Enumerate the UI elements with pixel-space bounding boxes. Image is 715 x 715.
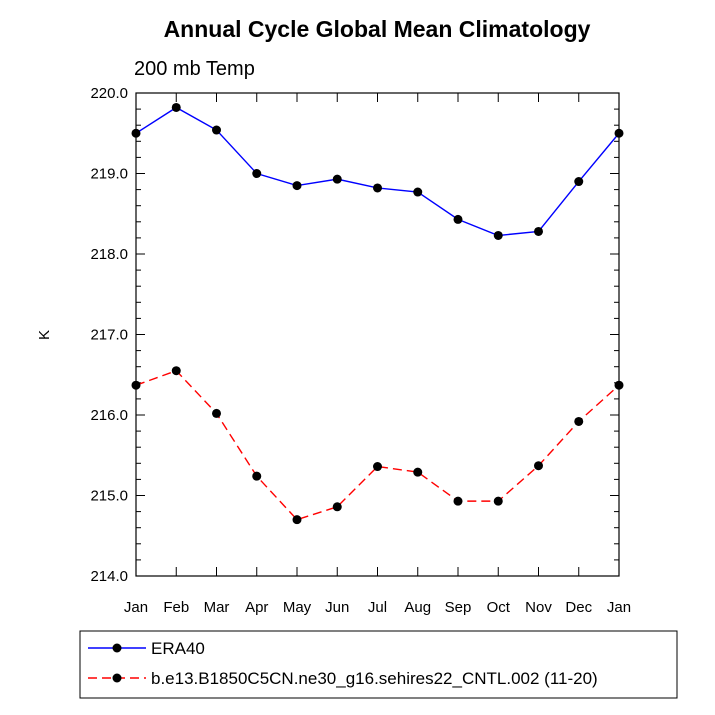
data-point-series-0 (493, 230, 503, 240)
data-point-series-0 (252, 169, 262, 178)
x-tick-label: Jul (368, 599, 387, 616)
x-tick-label: Mar (204, 599, 230, 616)
x-tick-label: Oct (487, 599, 511, 616)
data-point-series-0 (574, 177, 584, 187)
data-point-series-0 (453, 214, 463, 224)
data-point-series-1 (131, 380, 141, 390)
data-point-series-1 (574, 416, 584, 426)
plot-frame (135, 92, 620, 577)
y-tick-label: 214.0 (90, 568, 128, 585)
y-tick-label: 218.0 (90, 246, 128, 263)
data-point-series-0 (292, 181, 302, 191)
axis-ticks (135, 92, 620, 577)
data-point-series-0 (413, 187, 423, 197)
x-tick-label: Jan (124, 599, 148, 616)
legend: ERA40 b.e13.B1850C5CN.ne30_g16.sehires22… (79, 630, 678, 699)
x-tick-label: Jan (607, 599, 631, 616)
data-point-series-0 (614, 128, 624, 138)
y-tick-label: 217.0 (90, 327, 128, 344)
y-tick-labels: 214.0 215.0 216.0 217.0 218.0 219.0 220.0 (90, 85, 128, 585)
data-point-series-1 (493, 496, 503, 506)
legend-marker-model (112, 673, 122, 683)
data-point-series-0 (212, 125, 221, 135)
data-point-series-0 (332, 174, 342, 184)
chart-subtitle: 200 mb Temp (134, 58, 255, 80)
x-tick-label: Jun (325, 599, 349, 616)
x-tick-label: May (283, 599, 312, 616)
data-point-series-1 (453, 496, 463, 506)
data-point-series-1 (171, 366, 181, 376)
legend-label-era40: ERA40 (151, 639, 205, 658)
x-tick-labels: Jan Feb Mar Apr May Jun Jul Aug Sep Oct Nov Dec Jan (124, 599, 631, 616)
x-tick-label: Apr (245, 599, 268, 616)
y-tick-label: 216.0 (90, 407, 128, 424)
data-point-series-1 (332, 502, 342, 512)
legend-marker-era40 (112, 643, 122, 653)
data-point-series-1 (292, 515, 302, 525)
x-tick-label: Feb (163, 599, 189, 616)
data-point-series-1 (534, 461, 543, 471)
series-layer (131, 102, 624, 525)
legend-box (79, 630, 678, 699)
data-point-series-0 (373, 183, 382, 193)
x-tick-label: Nov (525, 599, 552, 616)
legend-label-model: b.e13.B1850C5CN.ne30_g16.sehires22_CNTL.… (151, 669, 598, 688)
x-tick-label: Dec (565, 599, 592, 616)
data-point-series-0 (534, 226, 543, 236)
y-tick-label: 219.0 (90, 166, 128, 183)
y-axis-label: K (36, 330, 53, 340)
y-tick-label: 220.0 (90, 85, 128, 102)
data-point-series-1 (252, 471, 262, 481)
x-tick-label: Sep (445, 599, 472, 616)
data-point-series-0 (131, 128, 141, 138)
y-tick-label: 215.0 (90, 488, 128, 505)
data-point-series-0 (171, 102, 181, 112)
chart-title: Annual Cycle Global Mean Climatology (164, 16, 591, 42)
data-point-series-1 (373, 462, 382, 472)
data-point-series-1 (212, 408, 221, 418)
data-point-series-1 (413, 467, 423, 477)
x-tick-label: Aug (404, 599, 431, 616)
data-point-series-1 (614, 380, 624, 390)
